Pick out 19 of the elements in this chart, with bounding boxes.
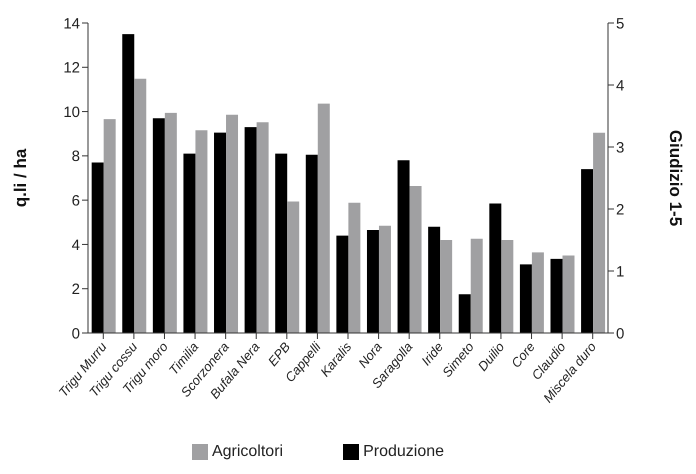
- y2-tick-label: 2: [616, 201, 624, 218]
- y-tick-label: 0: [72, 325, 80, 342]
- y2-axis-title: Giudizio 1-5: [666, 130, 685, 226]
- y-tick-label: 2: [72, 281, 80, 298]
- bar: [470, 238, 483, 333]
- y2-tick-label: 1: [616, 263, 624, 280]
- legend-label: Produzione: [363, 443, 444, 460]
- y-tick-label: 14: [63, 15, 80, 32]
- y-tick-label: 8: [72, 148, 80, 166]
- y2-tick-label: 0: [616, 325, 624, 342]
- y2-tick-label: 5: [616, 15, 624, 32]
- y-tick-label: 4: [72, 236, 80, 254]
- legend-label: Agricoltori: [212, 443, 284, 460]
- y-tick-label: 12: [63, 60, 80, 77]
- y2-tick-label: 3: [616, 139, 624, 156]
- y-tick-label: 10: [63, 104, 80, 121]
- y-tick-label: 6: [72, 192, 80, 210]
- y2-tick-label: 4: [616, 77, 624, 94]
- y-axis-title: q.li / ha: [11, 148, 30, 208]
